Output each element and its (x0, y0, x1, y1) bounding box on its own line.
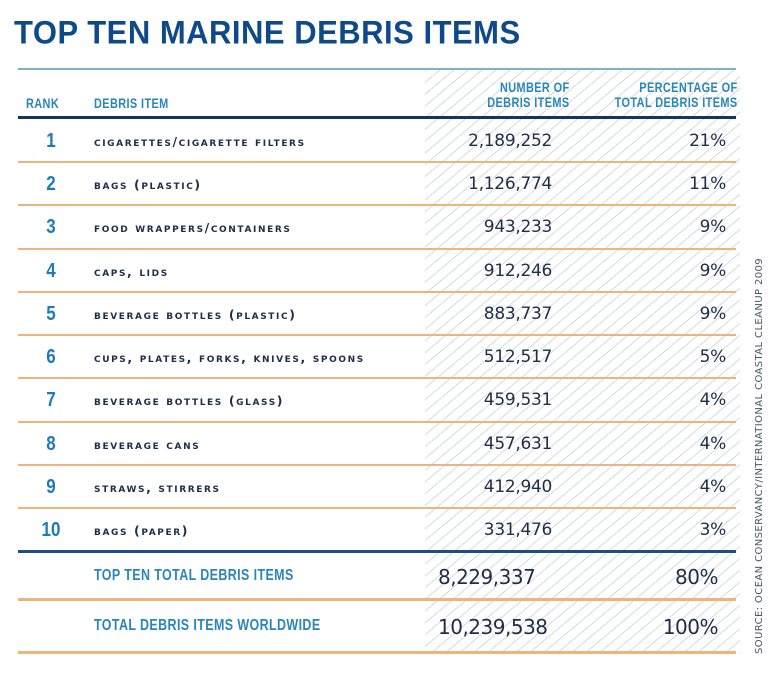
source-credit: SOURCE: OCEAN CONSERVANCY/INTERNATIONAL … (754, 257, 765, 654)
bottom-divider (18, 651, 736, 654)
table-row: 1 Cigarettes/Cigarette Filters 2,189,252… (18, 120, 736, 163)
rank: 4 (46, 260, 56, 282)
row-divider (18, 377, 736, 379)
header-debris-item: DEBRIS ITEM (94, 95, 169, 111)
debris-item: Beverage Bottles (Plastic) (94, 307, 297, 322)
debris-count: 331,476 (483, 520, 553, 540)
debris-percent: 4% (699, 390, 727, 410)
header-number-line1: NUMBER OF (500, 79, 570, 95)
debris-percent: 4% (699, 434, 727, 454)
row-divider (18, 291, 736, 293)
total-row-worldwide: TOTAL DEBRIS ITEMS WORLDWIDE 10,239,538 … (18, 603, 736, 653)
debris-item: Beverage Cans (94, 437, 201, 452)
rank: 10 (41, 519, 61, 541)
debris-count: 883,737 (483, 304, 553, 324)
debris-item: Caps, Lids (94, 264, 169, 279)
debris-percent: 21% (689, 131, 726, 151)
debris-item: Beverage Bottles (Glass) (94, 393, 285, 408)
total-label: TOTAL DEBRIS ITEMS WORLDWIDE (94, 617, 321, 634)
hatched-background (425, 68, 740, 653)
row-divider (18, 421, 736, 423)
page-title: TOP TEN MARINE DEBRIS ITEMS (14, 14, 521, 51)
table-row: 6 Cups, Plates, Forks, Knives, Spoons 51… (18, 336, 736, 379)
debris-count: 943,233 (483, 217, 553, 237)
total-row-top-ten: TOP TEN TOTAL DEBRIS ITEMS 8,229,337 80% (18, 553, 736, 603)
debris-item: Cigarettes/Cigarette Filters (94, 134, 306, 149)
row-divider (18, 204, 736, 206)
debris-count: 459,531 (483, 390, 553, 410)
header-percentage-line1: PERCENTAGE OF (639, 79, 738, 95)
total-count: 10,239,538 (438, 615, 548, 639)
rank: 5 (46, 303, 56, 325)
row-divider (18, 334, 736, 336)
total-count: 8,229,337 (438, 565, 536, 589)
table-row: 9 Straws, Stirrers 412,940 4% (18, 466, 736, 509)
header-number-line2: DEBRIS ITEMS (487, 94, 570, 110)
header-divider (18, 116, 736, 119)
debris-count: 912,246 (483, 261, 553, 281)
rank: 2 (46, 173, 56, 195)
rank: 6 (46, 346, 56, 368)
total-percent: 100% (662, 615, 719, 639)
rank: 3 (46, 216, 56, 238)
header-number: NUMBER OF DEBRIS ITEMS (488, 80, 570, 110)
debris-item: Straws, Stirrers (94, 480, 221, 495)
row-divider (18, 161, 736, 163)
row-divider (18, 507, 736, 509)
debris-percent: 3% (699, 520, 727, 540)
debris-percent: 9% (699, 304, 727, 324)
total-percent: 80% (675, 565, 718, 589)
row-divider (18, 598, 736, 601)
top-divider (18, 68, 736, 70)
debris-item: Bags (Plastic) (94, 177, 202, 192)
debris-percent: 4% (699, 477, 727, 497)
table-row: 7 Beverage Bottles (Glass) 459,531 4% (18, 379, 736, 422)
debris-item: Food Wrappers/Containers (94, 220, 292, 235)
row-divider (18, 464, 736, 466)
debris-percent: 11% (689, 174, 726, 194)
row-divider (18, 248, 736, 250)
header-rank: RANK (26, 95, 60, 111)
table-row: 8 Beverage Cans 457,631 4% (18, 423, 736, 466)
table-row: 4 Caps, Lids 912,246 9% (18, 250, 736, 293)
header-percentage-line2: TOTAL DEBRIS ITEMS (615, 94, 738, 110)
debris-percent: 5% (699, 347, 727, 367)
rank: 8 (46, 433, 56, 455)
table-row: 10 Bags (Paper) 331,476 3% (18, 509, 736, 552)
rank: 7 (46, 389, 56, 411)
debris-percent: 9% (699, 217, 727, 237)
rank: 9 (46, 476, 56, 498)
debris-percent: 9% (699, 261, 727, 281)
table-row: 3 Food Wrappers/Containers 943,233 9% (18, 206, 736, 249)
header-percentage: PERCENTAGE OF TOTAL DEBRIS ITEMS (615, 80, 738, 110)
totals-divider (18, 550, 736, 553)
debris-count: 1,126,774 (468, 174, 552, 194)
table-row: 2 Bags (Plastic) 1,126,774 11% (18, 163, 736, 206)
table-row: 5 Beverage Bottles (Plastic) 883,737 9% (18, 293, 736, 336)
rank: 1 (46, 130, 56, 152)
debris-count: 512,517 (483, 347, 553, 367)
debris-count: 412,940 (483, 477, 553, 497)
debris-count: 2,189,252 (468, 131, 552, 151)
debris-item: Cups, Plates, Forks, Knives, Spoons (94, 350, 365, 365)
total-label: TOP TEN TOTAL DEBRIS ITEMS (94, 567, 294, 584)
debris-count: 457,631 (483, 434, 553, 454)
debris-item: Bags (Paper) (94, 523, 190, 538)
